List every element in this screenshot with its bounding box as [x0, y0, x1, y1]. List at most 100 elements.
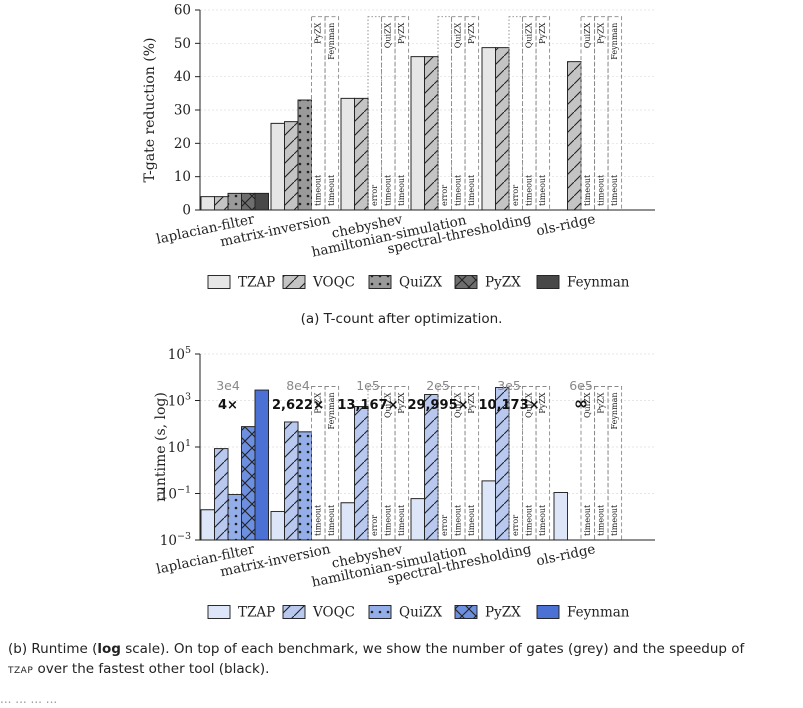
- chart-b-bar-laplacian-filter-pyzx-hatch: [241, 426, 256, 540]
- chart-a-bar-spectral-thresholding-pyzx-missing: QuiZX timeout: [522, 16, 537, 211]
- chart-b-bar-matrix-inversion-voqc: [284, 421, 299, 541]
- chart-a-bar-matrix-inversion-tzap: [270, 122, 286, 211]
- chart-a-bar-chebyshev-quizx-missing-box: [367, 16, 383, 211]
- chart-a-legend-swatch-tzap-outline: [207, 275, 231, 289]
- chart-a-legend-swatch-quizx: [368, 275, 392, 289]
- chart-b-bar-matrix-inversion-pyzx-missing-tool-label: PyZX: [313, 392, 322, 413]
- chart-b-speedup-hamiltonian-simulation: 29,995×: [407, 398, 468, 413]
- chart-a-bar-chebyshev-feynman-missing-tool-label: PyZX: [397, 22, 406, 43]
- chart-b-bar-laplacian-filter-feynman: [254, 389, 270, 541]
- chart-b-bar-hamiltonian-simulation-feynman-missing-status-label: timeout: [467, 504, 476, 536]
- chart-a-legend-label-quizx: QuiZX: [399, 275, 442, 291]
- chart-a-legend-swatch-voqc-hatch: [283, 275, 305, 289]
- chart-a-legend-swatch-pyzx-outline: [454, 275, 478, 289]
- chart-a-bar-chebyshev-feynman-missing-box: [394, 16, 410, 211]
- chart-a-bar-ols-ridge-feynman-missing-tool-label: Feynman: [610, 23, 619, 60]
- chart-a-bar-matrix-inversion-pyzx-missing-box: [311, 16, 326, 211]
- chart-a-legend-swatch-feynman: [536, 275, 560, 289]
- chart-a-bar-laplacian-filter-tzap-fill: [200, 196, 216, 211]
- chart-b-gate-count-ols-ridge: 6e5: [569, 378, 593, 393]
- chart-a-bar-chebyshev-pyzx-missing-status-label: timeout: [383, 174, 392, 206]
- chart-b-bar-ols-ridge-feynman-missing-status-label: timeout: [610, 504, 619, 536]
- chart-b-legend-swatch-quizx-hatch: [369, 605, 391, 619]
- caption-b-tool: tzap: [8, 661, 34, 677]
- chart-a-bar-ols-ridge-feynman-missing-box: [607, 16, 623, 211]
- chart-b-bar-hamiltonian-simulation-tzap-fill: [410, 498, 426, 541]
- chart-b-bar-laplacian-filter-voqc: [214, 448, 229, 541]
- chart-b-speedup-chebyshev: 13,167×: [337, 398, 398, 413]
- chart-a-y-tick-40: 40: [174, 69, 191, 85]
- chart-b-y-axis-label: runtime (s, log): [153, 392, 169, 502]
- chart-b-bar-chebyshev-pyzx-missing-box: [381, 386, 396, 541]
- chart-b-bar-ols-ridge-tzap: [553, 492, 569, 541]
- chart-a-bar-spectral-thresholding-pyzx-missing-box: [522, 16, 537, 211]
- chart-a-bar-matrix-inversion-pyzx-missing-tool-label: PyZX: [313, 22, 322, 43]
- chart-a-bar-spectral-thresholding-tzap-fill: [481, 47, 497, 211]
- chart-b-bar-spectral-thresholding-quizx-missing: error: [508, 386, 524, 541]
- chart-a-bar-laplacian-filter-voqc-hatch: [214, 196, 229, 210]
- chart-b-bar-hamiltonian-simulation-pyzx-missing-tool-label: QuiZX: [453, 392, 462, 418]
- chart-b-bar-hamiltonian-simulation-pyzx-missing: QuiZX timeout: [451, 386, 466, 541]
- chart-b-bar-matrix-inversion-quizx: [297, 431, 313, 541]
- chart-a-bar-chebyshev-feynman-missing-status-label: timeout: [397, 174, 406, 206]
- chart-a-bar-hamiltonian-simulation-quizx-missing: error: [437, 16, 453, 211]
- chart-b-legend-swatch-pyzx-hatch: [455, 605, 477, 619]
- chart-b-gate-count-chebyshev: 1e5: [356, 378, 380, 393]
- chart-b-bar-ols-ridge-feynman-missing: Feynman timeout: [607, 386, 623, 541]
- chart-a-bar-matrix-inversion-feynman-missing-status-label: timeout: [327, 174, 336, 206]
- chart-b-bar-chebyshev-quizx-missing: error: [367, 386, 383, 541]
- chart-a-legend-swatch-tzap-fill: [207, 275, 231, 289]
- chart-a-bar-matrix-inversion-feynman-missing-box: [324, 16, 340, 211]
- chart-b-bar-spectral-thresholding-pyzx-missing-tool-label: QuiZX: [524, 392, 533, 418]
- chart-a-legend-label-feynman: Feynman: [567, 275, 630, 291]
- chart-b-legend-swatch-voqc: [282, 605, 306, 619]
- chart-b-bar-spectral-thresholding-feynman-missing-tool-label: PyZX: [538, 392, 547, 413]
- chart-b-legend-label-quizx: QuiZX: [399, 605, 442, 621]
- chart-b-bar-laplacian-filter-quizx-hatch: [228, 494, 242, 540]
- chart-b-speedup-spectral-thresholding: 10,173×: [478, 398, 539, 413]
- chart-a-bar-laplacian-filter-pyzx-hatch: [241, 193, 256, 210]
- chart-b-bar-ols-ridge-feynman-missing-box: [607, 386, 623, 541]
- chart-b-speedup-ols-ridge: ∞: [574, 394, 588, 414]
- chart-b-speedup-matrix-inversion: 2,622×: [272, 398, 324, 413]
- chart-b-y-tick-2: 101: [168, 438, 191, 456]
- chart-b-bar-hamiltonian-simulation-feynman-missing: PyZX timeout: [464, 386, 480, 541]
- chart-a-bar-spectral-thresholding-pyzx-missing-tool-label: QuiZX: [524, 22, 533, 48]
- chart-b-legend-swatch-pyzx-outline: [454, 605, 478, 619]
- chart-a-bar-ols-ridge-pyzx-missing-tool-label: PyZX: [596, 22, 605, 43]
- chart-b-bar-ols-ridge-quizx-missing-box: [580, 386, 596, 541]
- chart-b-bar-spectral-thresholding-feynman-missing: PyZX timeout: [535, 386, 551, 541]
- chart-b-bar-laplacian-filter-pyzx: [241, 426, 256, 541]
- chart-a-bar-laplacian-filter-quizx-hatch: [228, 193, 242, 210]
- chart-b-bar-laplacian-filter-quizx: [227, 494, 243, 541]
- chart-a-bar-hamiltonian-simulation-pyzx-missing: QuiZX timeout: [451, 16, 466, 211]
- chart-b-y-tick-exponent: 3: [185, 392, 191, 403]
- chart-a-bar-ols-ridge-voqc-hatch: [567, 61, 582, 210]
- chart-b-bar-laplacian-filter-tzap: [200, 509, 216, 541]
- chart-a-bar-ols-ridge-voqc: [567, 61, 582, 211]
- chart-b-bar-spectral-thresholding-quizx-missing-status-label: error: [511, 515, 520, 536]
- chart-b-bar-chebyshev-voqc: [354, 406, 369, 541]
- chart-b-bar-matrix-inversion-feynman-missing-box: [324, 386, 340, 541]
- chart-b-bar-ols-ridge-quizx-missing-tool-label: QuiZX: [583, 392, 592, 418]
- chart-b-legend-swatch-tzap: [207, 605, 231, 619]
- chart-b-bar-matrix-inversion-voqc-hatch: [284, 421, 299, 540]
- chart-a-bar-hamiltonian-simulation-feynman-missing-tool-label: PyZX: [467, 22, 476, 43]
- chart-b-legend-swatch-feynman: [536, 605, 560, 619]
- chart-a-category-ols-ridge: ols-ridge: [535, 211, 597, 239]
- chart-b-bar-matrix-inversion-feynman-missing: Feynman timeout: [324, 386, 340, 541]
- caption-b-bold: log: [97, 641, 121, 657]
- chart-a-bar-laplacian-filter-voqc: [214, 196, 229, 211]
- chart-b-bar-chebyshev-feynman-missing-box: [394, 386, 410, 541]
- chart-a-legend-label-voqc: VOQC: [312, 275, 355, 291]
- chart-b-legend-label-pyzx: PyZX: [485, 605, 521, 621]
- chart-a-y-tick-30: 30: [174, 103, 191, 119]
- chart-a-legend-swatch-feynman-fill: [536, 275, 560, 289]
- chart-b-y-tick-0: 10−3: [160, 531, 191, 549]
- chart-b-bar-chebyshev-feynman-missing-tool-label: PyZX: [397, 392, 406, 413]
- chart-a-bar-chebyshev-feynman-missing: PyZX timeout: [394, 16, 410, 211]
- chart-b-y-tick-exponent: −1: [177, 485, 191, 496]
- chart-a-bar-hamiltonian-simulation-quizx-missing-box: [437, 16, 453, 211]
- chart-b-gate-count-laplacian-filter: 3e4: [216, 378, 240, 393]
- chart-b-bar-laplacian-filter-feynman-fill: [254, 389, 270, 541]
